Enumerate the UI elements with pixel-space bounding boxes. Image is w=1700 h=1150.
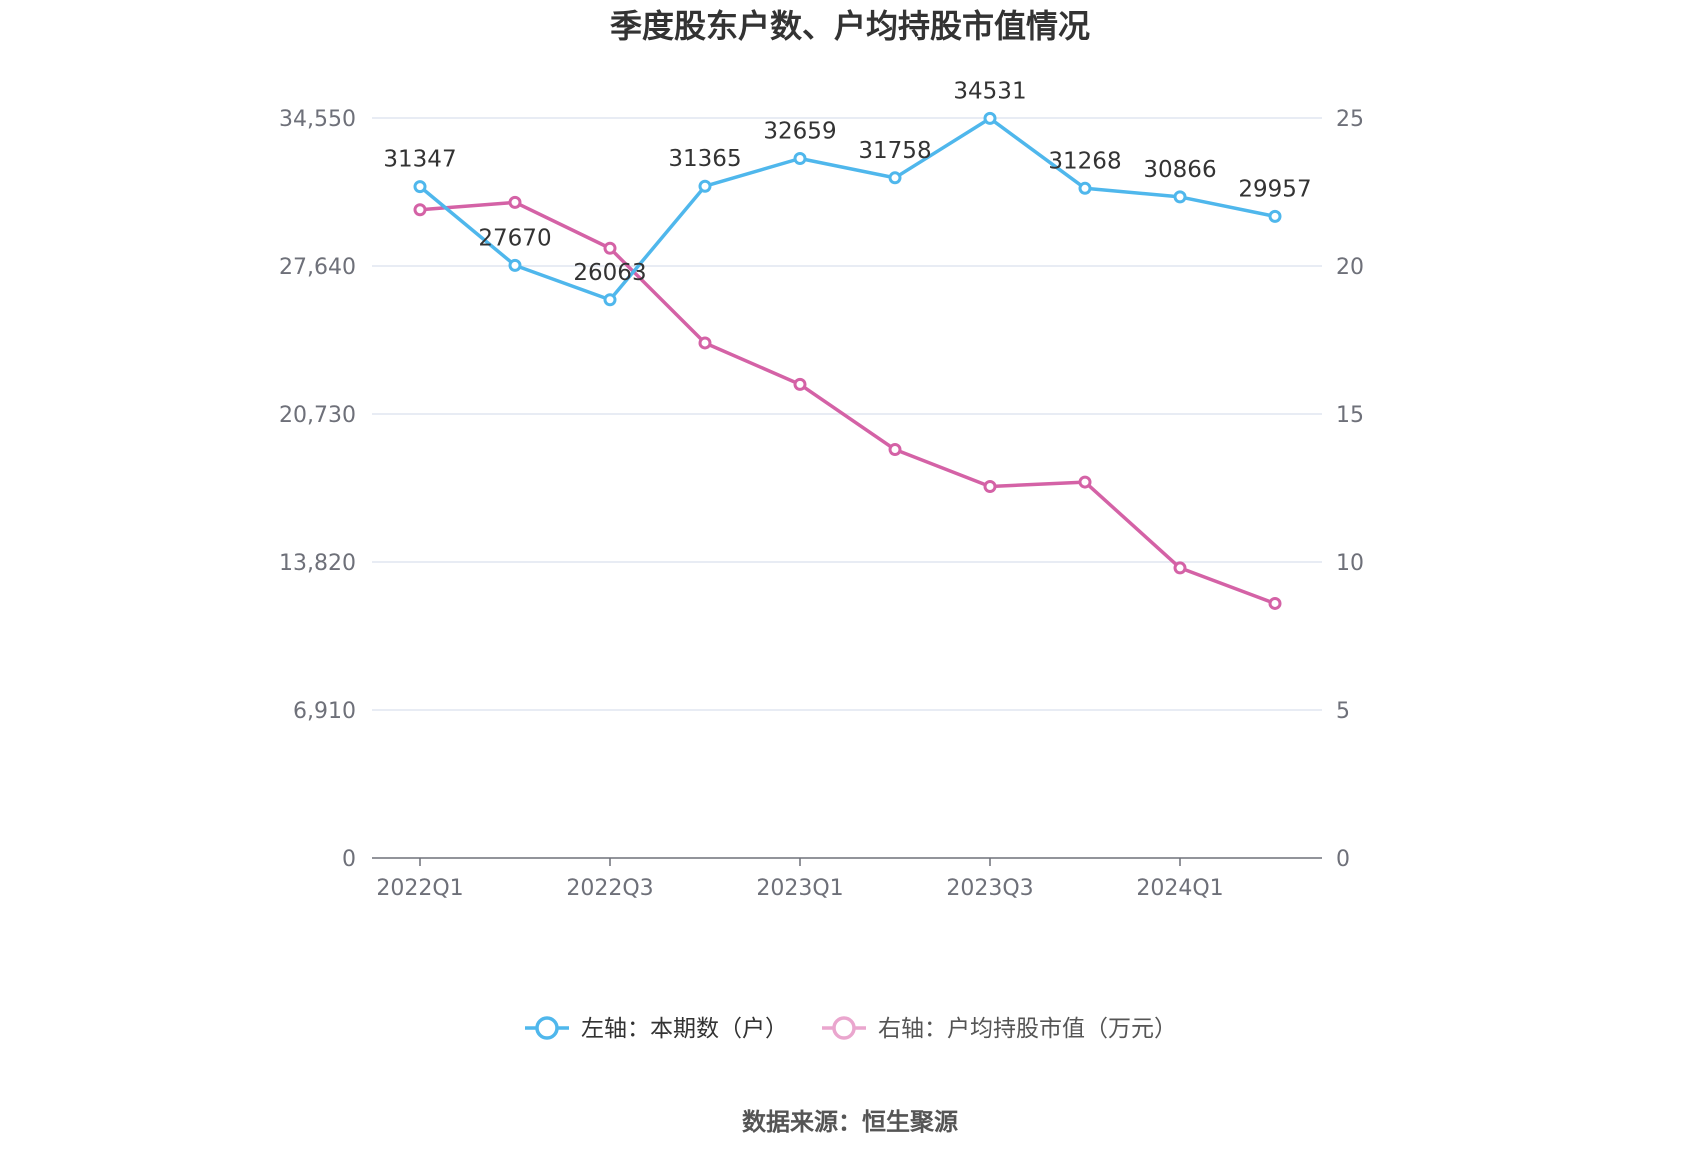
- data-label: 29957: [1238, 176, 1311, 202]
- data-label: 31268: [1048, 148, 1121, 174]
- series-line-avg-market-value: [419, 200, 1276, 606]
- right-axis-tick-label: 20: [1336, 255, 1364, 280]
- data-point-avg-market-value[interactable]: [1078, 475, 1092, 489]
- legend-item-avg-market-value[interactable]: 右轴：户均持股市值（万元）: [822, 1016, 1177, 1042]
- data-point-shareholder-count[interactable]: [603, 293, 617, 307]
- left-axis-tick-label: 34,550: [279, 107, 356, 132]
- x-axis-tick-label: 2022Q3: [566, 876, 653, 901]
- data-label: 31365: [668, 146, 741, 172]
- data-point-avg-market-value[interactable]: [983, 480, 997, 494]
- plot-area: 31347 27670 26063 31365 32659 31758 34531 31268…: [383, 78, 1312, 610]
- data-point-shareholder-count[interactable]: [1268, 209, 1282, 223]
- data-label: 31758: [858, 138, 931, 164]
- data-source: 数据来源：恒生聚源: [742, 1108, 958, 1136]
- data-point-avg-market-value[interactable]: [1173, 561, 1187, 575]
- legend[interactable]: 左轴：本期数（户） 右轴：户均持股市值（万元）: [525, 1016, 1177, 1042]
- data-point-shareholder-count[interactable]: [1078, 181, 1092, 195]
- data-point-avg-market-value[interactable]: [413, 203, 427, 217]
- data-point-shareholder-count[interactable]: [413, 180, 427, 194]
- data-point-shareholder-count[interactable]: [1173, 190, 1187, 204]
- left-axis-tick-label: 20,730: [279, 403, 356, 428]
- right-axis-tick-label: 5: [1336, 699, 1350, 724]
- x-axis-tick-label: 2022Q1: [376, 876, 463, 901]
- data-point-avg-market-value[interactable]: [508, 195, 522, 209]
- legend-item-shareholder-count[interactable]: 左轴：本期数（户）: [525, 1016, 788, 1042]
- left-axis-tick-label: 13,820: [279, 551, 356, 576]
- right-axis-tick-label: 10: [1336, 551, 1364, 576]
- data-point-shareholder-count[interactable]: [888, 171, 902, 185]
- x-axis-tick-label: 2023Q3: [946, 876, 1033, 901]
- left-axis-tick-label: 0: [342, 847, 356, 872]
- data-point-avg-market-value[interactable]: [888, 443, 902, 457]
- data-point-avg-market-value[interactable]: [793, 377, 807, 391]
- legend-label: 右轴：户均持股市值（万元）: [878, 1016, 1177, 1042]
- data-point-avg-market-value[interactable]: [698, 336, 712, 350]
- left-axis-tick-label: 6,910: [293, 699, 356, 724]
- series-line-shareholder-count: [418, 116, 1276, 302]
- legend-label: 左轴：本期数（户）: [581, 1016, 788, 1042]
- data-label: 34531: [953, 78, 1026, 104]
- axes: 0 0 6,910 5 13,820 10 20,730 15 27,640 20 34,550 25…: [279, 107, 1364, 901]
- data-label: 30866: [1143, 157, 1216, 183]
- right-axis-tick-label: 25: [1336, 107, 1364, 132]
- data-point-avg-market-value[interactable]: [1268, 596, 1282, 610]
- data-point-shareholder-count[interactable]: [698, 179, 712, 193]
- right-axis-tick-label: 0: [1336, 847, 1350, 872]
- data-label: 31347: [383, 147, 456, 173]
- legend-marker-icon: [535, 1016, 559, 1040]
- data-label: 26063: [573, 260, 646, 286]
- left-axis-tick-label: 27,640: [279, 255, 356, 280]
- legend-marker-icon: [832, 1016, 856, 1040]
- data-label: 27670: [478, 225, 551, 251]
- grid-lines: [372, 117, 1322, 711]
- data-label: 32659: [763, 119, 836, 145]
- data-point-shareholder-count[interactable]: [508, 258, 522, 272]
- right-axis-tick-label: 15: [1336, 403, 1364, 428]
- data-point-avg-market-value[interactable]: [603, 241, 617, 255]
- x-axis-tick-label: 2023Q1: [756, 876, 843, 901]
- x-axis-tick-label: 2024Q1: [1136, 876, 1223, 901]
- data-point-shareholder-count[interactable]: [793, 152, 807, 166]
- data-point-shareholder-count[interactable]: [983, 111, 997, 125]
- chart-title: 季度股东户数、户均持股市值情况: [610, 7, 1090, 45]
